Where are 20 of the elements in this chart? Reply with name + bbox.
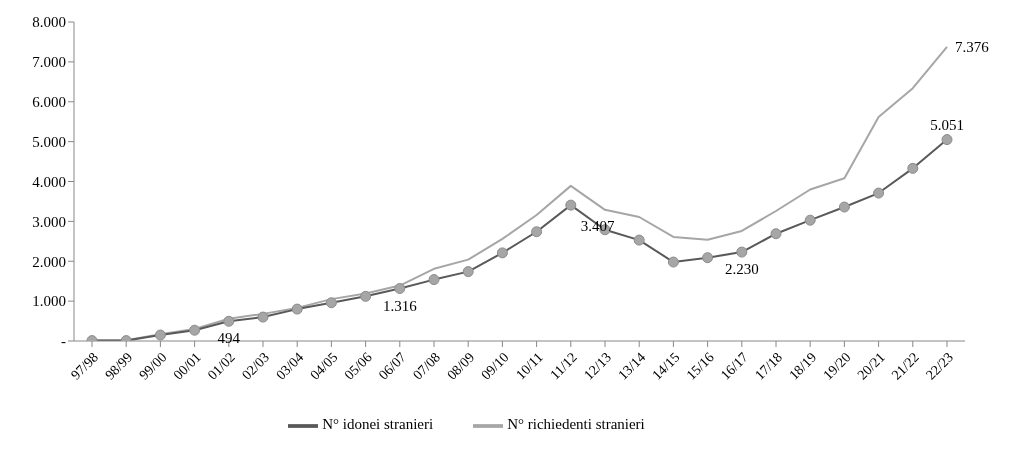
y-tick-label: 4.000 [32,173,66,190]
y-tick-label: 1.000 [32,293,66,310]
data-label: 3.407 [580,218,616,235]
y-tick-label: 7.000 [32,54,66,71]
legend-label: N° idonei stranieri [322,416,434,433]
data-label: 494 [217,330,241,347]
y-tick-label: 2.000 [32,253,66,270]
y-tick-label: 3.000 [32,213,66,230]
y-tick-label: 6.000 [32,94,66,111]
y-tick-label: 5.000 [32,133,66,150]
point [154,329,166,341]
data-label: 1.316 [382,297,418,314]
y-tick-label: - [61,333,66,350]
point [189,324,201,336]
y-tick-label: 8.000 [32,14,66,31]
point [291,303,303,315]
data-label: 7.376 [955,38,990,55]
data-label: 2.230 [724,261,759,278]
legend-label: N° richiedenti stranieri [507,416,645,433]
data-label: 5.051 [930,116,964,133]
